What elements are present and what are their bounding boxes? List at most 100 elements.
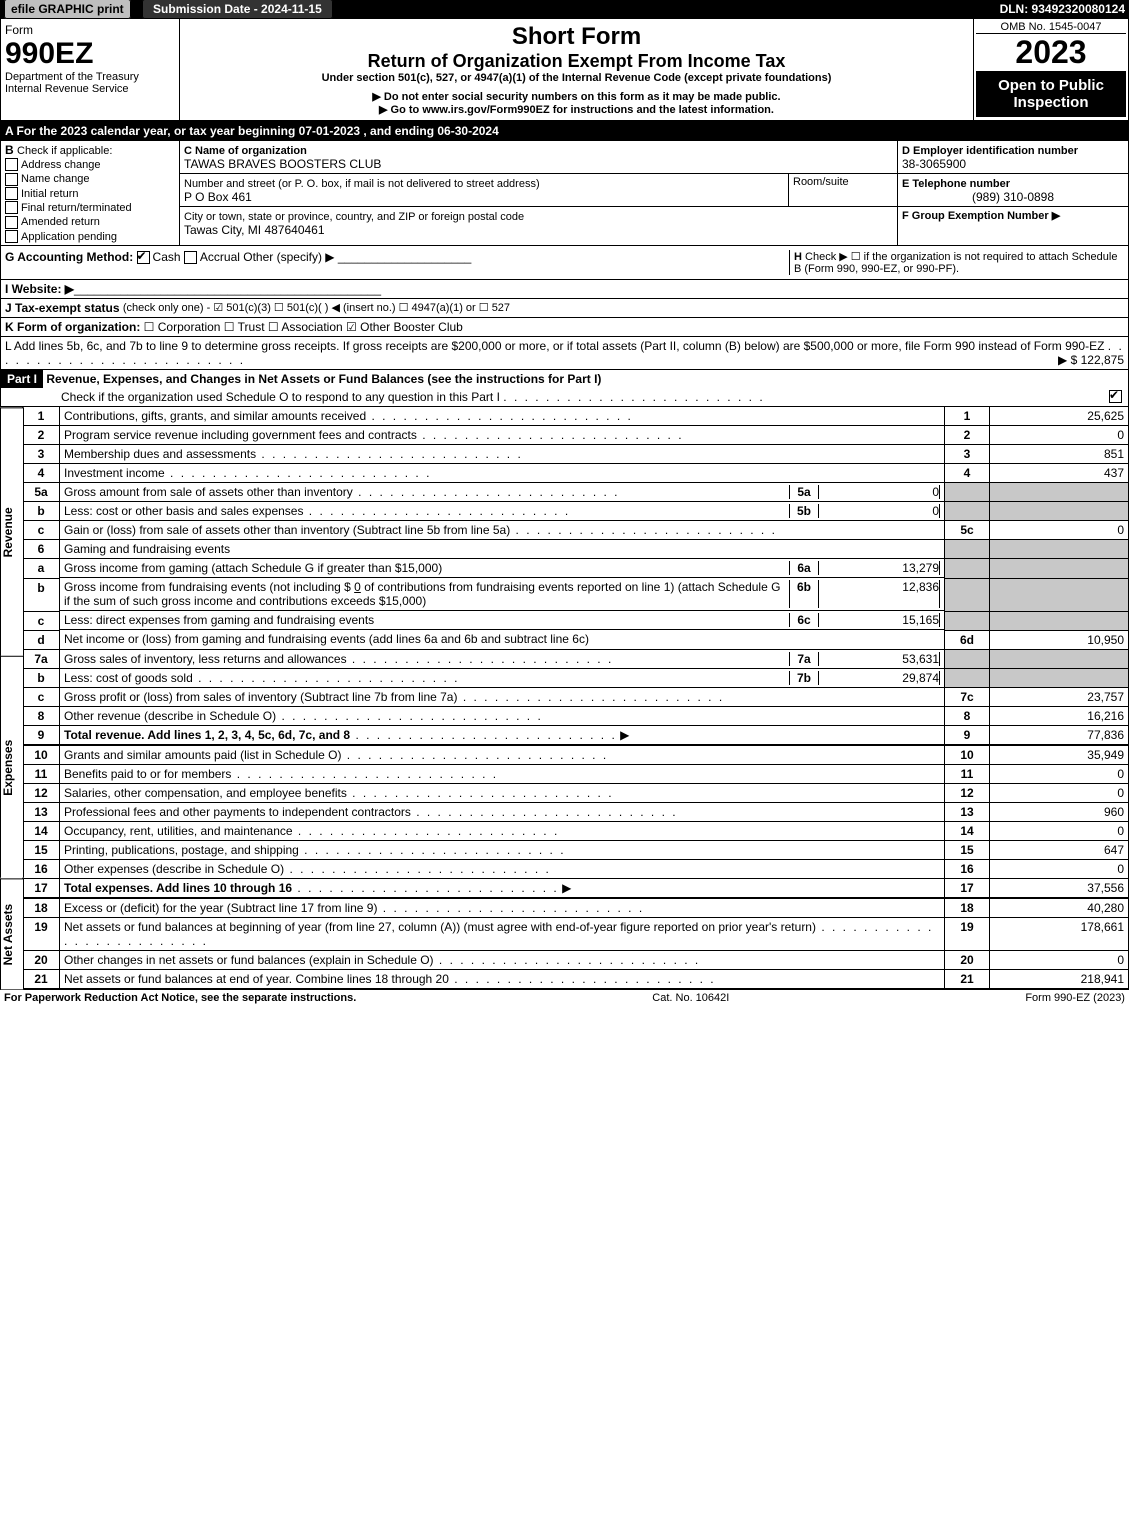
line-14-val: 0 xyxy=(990,822,1129,841)
room-suite-label: Room/suite xyxy=(788,174,897,206)
line-5c-box: 5c xyxy=(945,521,990,540)
line-19-box: 19 xyxy=(945,918,990,951)
submission-date-button[interactable]: Submission Date - 2024-11-15 xyxy=(142,0,333,19)
line-5c-row: cGain or (loss) from sale of assets othe… xyxy=(23,521,1129,540)
warning-goto: ▶ Go to www.irs.gov/Form990EZ for instru… xyxy=(184,103,969,116)
line-12-box: 12 xyxy=(945,784,990,803)
line-16-num: 16 xyxy=(23,860,60,879)
line-7b-num: b xyxy=(23,669,60,688)
line-5a-num: 5a xyxy=(23,482,60,502)
line-8-num: 8 xyxy=(23,707,60,726)
line-5b-desc: Less: cost or other basis and sales expe… xyxy=(64,504,303,518)
checkbox-address-change[interactable] xyxy=(5,158,18,171)
line-6a-num: a xyxy=(23,559,60,579)
dln-label: DLN: 93492320080124 xyxy=(1000,2,1125,16)
line-18-box: 18 xyxy=(945,898,990,918)
line-1-row: 1Contributions, gifts, grants, and simil… xyxy=(23,407,1129,426)
line-12-row: 12Salaries, other compensation, and empl… xyxy=(23,784,1129,803)
ein-label: D Employer identification number xyxy=(902,145,1078,157)
line-5a-desc: Gross amount from sale of assets other t… xyxy=(64,485,353,499)
line-6d-row: dNet income or (loss) from gaming and fu… xyxy=(23,630,1129,649)
cash-label: Cash xyxy=(153,250,181,264)
line-15-val: 647 xyxy=(990,841,1129,860)
line-3-num: 3 xyxy=(23,444,60,463)
line-l-text: L Add lines 5b, 6c, and 7b to line 9 to … xyxy=(5,339,1104,353)
checkbox-amended-return[interactable] xyxy=(5,216,18,229)
line-7c-desc: Gross profit or (loss) from sales of inv… xyxy=(64,690,457,704)
form-number: 990EZ xyxy=(5,37,175,71)
line-19-num: 19 xyxy=(23,918,60,951)
line-6b-amount: 0 xyxy=(354,580,361,594)
checkbox-cash[interactable] xyxy=(137,251,150,264)
org-address: P O Box 461 xyxy=(184,190,252,204)
dept-label: Department of the Treasury Internal Reve… xyxy=(5,71,175,95)
ein-value: 38-3065900 xyxy=(902,157,966,171)
line-10-box: 10 xyxy=(945,745,990,765)
footer-cat-no: Cat. No. 10642I xyxy=(652,992,729,1004)
group-exemption-label: F Group Exemption Number ▶ xyxy=(902,210,1060,222)
line-9-box: 9 xyxy=(945,726,990,746)
line-9-row: 9 Total revenue. Add lines 1, 2, 3, 4, 5c… xyxy=(23,726,1129,746)
line-21-box: 21 xyxy=(945,970,990,989)
checkbox-application-pending[interactable] xyxy=(5,230,18,243)
line-20-val: 0 xyxy=(990,951,1129,970)
line-2-box: 2 xyxy=(945,425,990,444)
line-13-box: 13 xyxy=(945,803,990,822)
line-19-val: 178,661 xyxy=(990,918,1129,951)
line-18-row: 18Excess or (deficit) for the year (Subt… xyxy=(23,898,1129,918)
line-12-num: 12 xyxy=(23,784,60,803)
line-7b-subval: 29,874 xyxy=(819,671,940,685)
line-9-desc: Total revenue. Add lines 1, 2, 3, 4, 5c,… xyxy=(64,728,350,742)
checkbox-accrual[interactable] xyxy=(184,251,197,264)
tax-year: 2023 xyxy=(976,34,1126,71)
line-17-num: 17 xyxy=(23,879,60,899)
form-header: Form 990EZ Department of the Treasury In… xyxy=(0,18,1129,121)
line-5b-num: b xyxy=(23,502,60,521)
line-7c-box: 7c xyxy=(945,688,990,707)
opt-final: Final return/terminated xyxy=(21,202,132,214)
part-1-title: Revenue, Expenses, and Changes in Net As… xyxy=(46,372,601,386)
line-11-desc: Benefits paid to or for members xyxy=(64,767,231,781)
checkbox-final-return[interactable] xyxy=(5,201,18,214)
tax-exempt-label: J Tax-exempt status xyxy=(5,301,120,315)
section-a-year: A For the 2023 calendar year, or tax yea… xyxy=(0,121,1129,141)
line-7b-sub: 7b xyxy=(789,671,819,685)
line-2-desc: Program service revenue including govern… xyxy=(64,428,417,442)
line-17-val: 37,556 xyxy=(990,879,1129,899)
org-form-label: K Form of organization: xyxy=(5,320,140,334)
line-6-desc: Gaming and fundraising events xyxy=(60,540,945,559)
line-5b-subval: 0 xyxy=(819,504,940,518)
line-6a-subval: 13,279 xyxy=(819,561,940,575)
section-b-text: Check if applicable: xyxy=(17,145,112,157)
line-6c-sub: 6c xyxy=(789,613,819,627)
line-10-row: 10Grants and similar amounts paid (list … xyxy=(23,745,1129,765)
opt-initial: Initial return xyxy=(21,188,78,200)
line-6b-row: bGross income from fundraising events (n… xyxy=(23,578,1129,611)
opt-pending: Application pending xyxy=(21,231,117,243)
city-label: City or town, state or province, country… xyxy=(184,211,524,223)
line-2-val: 0 xyxy=(990,425,1129,444)
checkbox-schedule-o[interactable] xyxy=(1109,390,1122,403)
efile-print-button[interactable]: efile GRAPHIC print xyxy=(4,0,131,19)
line-7c-val: 23,757 xyxy=(990,688,1129,707)
line-14-desc: Occupancy, rent, utilities, and maintena… xyxy=(64,824,293,838)
footer-form-id: Form 990-EZ (2023) xyxy=(1025,992,1125,1004)
line-6c-subval: 15,165 xyxy=(819,613,940,627)
part-1-label: Part I xyxy=(1,370,43,388)
checkbox-initial-return[interactable] xyxy=(5,187,18,200)
tab-revenue: Revenue xyxy=(0,407,24,656)
checkbox-name-change[interactable] xyxy=(5,173,18,186)
open-public-inspection: Open to Public Inspection xyxy=(976,71,1126,117)
line-18-val: 40,280 xyxy=(990,898,1129,918)
line-6b-sub: 6b xyxy=(789,580,819,608)
line-15-num: 15 xyxy=(23,841,60,860)
part-1-check-line: Check if the organization used Schedule … xyxy=(61,390,500,404)
line-5a-sub: 5a xyxy=(789,485,819,499)
line-21-row: 21Net assets or fund balances at end of … xyxy=(23,970,1129,989)
line-4-row: 4Investment income4437 xyxy=(23,463,1129,482)
line-13-val: 960 xyxy=(990,803,1129,822)
omb-number: OMB No. 1545-0047 xyxy=(976,21,1126,34)
main-title: Return of Organization Exempt From Incom… xyxy=(184,51,969,72)
line-5b-row: b Less: cost or other basis and sales exp… xyxy=(23,502,1129,521)
line-11-val: 0 xyxy=(990,765,1129,784)
